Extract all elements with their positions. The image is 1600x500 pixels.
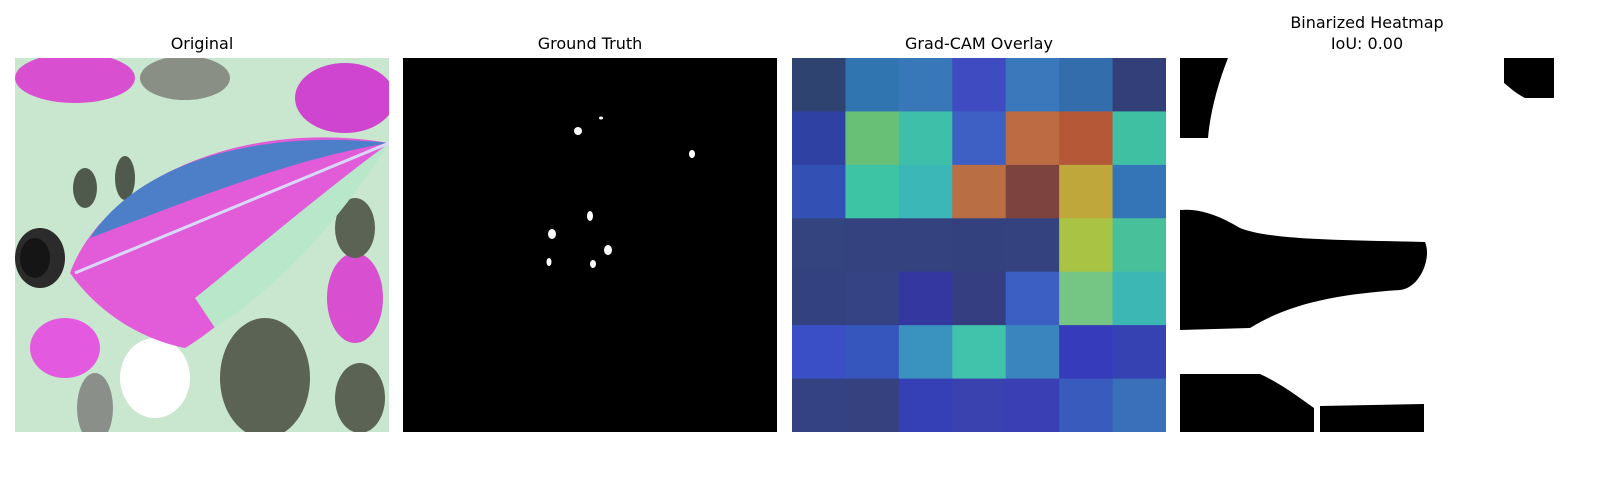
gradcam-title: Grad-CAM Overlay — [905, 34, 1053, 53]
gradcam-cell — [792, 378, 846, 432]
original-image — [15, 58, 389, 432]
gradcam-cell — [1005, 111, 1060, 166]
binarized-title: Binarized Heatmap IoU: 0.00 — [1180, 12, 1554, 54]
gradcam-cell — [1005, 58, 1060, 112]
gradcam-cell — [898, 325, 953, 380]
gradcam-cell — [845, 164, 900, 219]
gradcam-cell — [898, 271, 953, 326]
gradcam-cell — [845, 325, 900, 380]
gradcam-cell — [952, 164, 1007, 219]
gradcam-cell — [792, 218, 846, 273]
gradcam-cell — [1112, 271, 1166, 326]
gradcam-cell — [952, 111, 1007, 166]
gradcam-cell — [845, 218, 900, 273]
gradcam-cell — [792, 325, 846, 380]
binarized-title-line1: Binarized Heatmap — [1290, 13, 1444, 32]
gradcam-cell — [1059, 164, 1114, 219]
gradcam-cell — [1112, 164, 1166, 219]
gradcam-cell — [1112, 218, 1166, 273]
gradcam-cell — [1005, 271, 1060, 326]
gradcam-cell — [898, 58, 953, 112]
ground-truth-title: Ground Truth — [537, 34, 643, 53]
gradcam-cell — [1112, 111, 1166, 166]
ground-truth-mask — [403, 58, 777, 432]
gradcam-cell — [792, 164, 846, 219]
gradcam-cell — [952, 378, 1007, 432]
gradcam-cell — [1059, 111, 1114, 166]
gradcam-cell — [952, 218, 1007, 273]
gradcam-cell — [898, 378, 953, 432]
gradcam-cell — [1112, 325, 1166, 380]
gradcam-overlay — [792, 58, 1166, 432]
gradcam-cell — [898, 111, 953, 166]
gradcam-cell — [1059, 218, 1114, 273]
gradcam-cell — [1059, 58, 1114, 112]
binarized-heatmap — [1180, 58, 1554, 432]
gradcam-cell — [1059, 325, 1114, 380]
gradcam-cell — [845, 111, 900, 166]
gradcam-cell — [1059, 378, 1114, 432]
gradcam-cell — [1112, 378, 1166, 432]
gradcam-cell — [845, 378, 900, 432]
iou-label: IoU: 0.00 — [1330, 34, 1404, 53]
gradcam-cell — [1112, 58, 1166, 112]
gradcam-cell — [898, 164, 953, 219]
original-title: Original — [170, 34, 234, 53]
gradcam-cell — [845, 58, 900, 112]
gradcam-cell — [845, 271, 900, 326]
gradcam-cell — [898, 218, 953, 273]
gradcam-cell — [952, 325, 1007, 380]
gradcam-cell — [952, 271, 1007, 326]
gradcam-cell — [792, 271, 846, 326]
gradcam-cell — [952, 58, 1007, 112]
gradcam-cell — [1005, 218, 1060, 273]
gradcam-cell — [1005, 378, 1060, 432]
gradcam-cell — [1005, 164, 1060, 219]
gradcam-cell — [792, 111, 846, 166]
gradcam-cell — [1059, 271, 1114, 326]
gradcam-cell — [792, 58, 846, 112]
gradcam-cell — [1005, 325, 1060, 380]
